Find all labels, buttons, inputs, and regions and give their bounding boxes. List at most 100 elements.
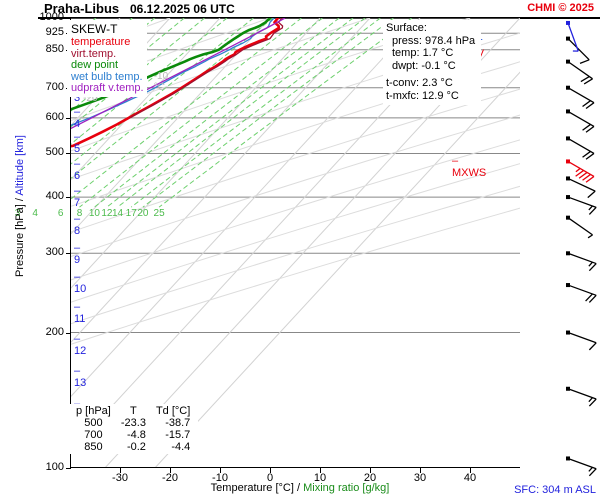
table-header-0: p [hPa] — [76, 405, 111, 417]
altitude-tick-4: –4 — [74, 105, 81, 130]
table-row: 850 -0.2 -4.4 — [71, 441, 195, 453]
wind-barb — [566, 109, 595, 133]
surface-temp: temp: 1.7 °C — [392, 47, 454, 59]
isotherm-label--10: -10 °C — [153, 70, 169, 93]
temperature-tick-20: 20 — [363, 472, 377, 484]
surface-title: Surface: — [386, 22, 427, 34]
level-data-table: p [hPa] T Td [°C] 500 -23.3 -38.7 700 -4.8 -15.… — [68, 404, 199, 454]
pressure-tickmark — [66, 18, 71, 19]
pressure-tick-600: 600 — [45, 110, 64, 123]
pressure-tick-925: 925 — [45, 26, 64, 39]
pressure-tickmark — [66, 468, 71, 469]
x-axis-sep: / — [293, 482, 304, 494]
wind-barb — [566, 176, 596, 199]
datetime-label: 06.12.2025 06 UTC — [130, 2, 235, 16]
table-header-1: T — [130, 405, 137, 417]
table-cell: -15.7 — [165, 429, 191, 441]
legend-item-dew-point: dew point — [71, 59, 119, 71]
legend-mode-label: SKEW-T — [71, 22, 118, 36]
wind-barb — [566, 20, 579, 52]
altitude-tick-11: –11 — [74, 301, 86, 326]
wind-barb — [566, 283, 597, 303]
altitude-tick-12: –12 — [74, 332, 87, 357]
pressure-tick-200: 200 — [45, 325, 64, 338]
temperature-tick-40: 40 — [463, 472, 477, 484]
temperature-tick-0: 0 — [266, 472, 274, 484]
temperature-tickmark — [420, 468, 421, 473]
mixing-ratio-label-17: 17 — [125, 208, 137, 220]
surface-dewpoint: dwpt: -0.1 °C — [392, 59, 456, 72]
isotherm-label--20: -20 — [83, 93, 98, 105]
wind-barb — [566, 456, 597, 477]
wind-barb-column — [566, 20, 597, 477]
table-row: 700 -4.8 -15.7 — [71, 429, 195, 441]
table-cell: -0.2 — [126, 441, 146, 453]
altitude-tick-9: –9 — [74, 241, 81, 266]
x-axis-temp-text: Temperature [°C] — [210, 482, 294, 494]
wind-barb — [566, 215, 593, 239]
temperature-tick--10: -10 — [212, 472, 228, 484]
pressure-tick-850: 850 — [45, 42, 64, 55]
table-cell: 700 — [84, 429, 103, 441]
altitude-tick-5: –5 — [74, 131, 81, 156]
table-header-row: p [hPa] T Td [°C] — [71, 405, 195, 417]
legend-item-temperature: temperature — [71, 36, 131, 48]
y-axis-sep: / — [14, 195, 26, 205]
mixing-ratio-label-25: 25 — [153, 208, 165, 220]
temperature-tickmark — [370, 468, 371, 473]
temperature-tick-10: 10 — [313, 472, 327, 484]
x-axis-mix-text: Mixing ratio [g/kg] — [303, 482, 390, 494]
table-cell: -38.7 — [165, 417, 191, 429]
surface-altitude-label: SFC: 304 m ASL — [514, 484, 596, 496]
mixing-ratio-label-8: 8 — [76, 208, 83, 220]
legend-item-wet-bulb: wet bulb temp. — [71, 70, 143, 83]
mxws-label: –MXWS — [452, 155, 487, 180]
wind-barb — [566, 251, 597, 272]
temperature-tick--30: -30 — [112, 472, 128, 484]
surface-pressure: press: 978.4 hPa — [392, 34, 476, 47]
table-cell: -4.4 — [171, 441, 191, 453]
mixing-ratio-label-4: 4 — [32, 208, 38, 220]
pressure-tickmark — [66, 117, 71, 119]
pressure-tickmark — [66, 253, 71, 255]
altitude-tick-7: –7 — [74, 184, 81, 209]
pressure-tick-700: 700 — [45, 80, 64, 93]
y-axis-title: Pressure [hPa] / Altitude [km] — [14, 126, 26, 286]
table-cell: 850 — [84, 441, 103, 453]
table-cell: -4.8 — [126, 429, 146, 441]
temperature-tickmark — [270, 468, 271, 473]
table-cell: -23.3 — [120, 417, 146, 429]
pressure-tick-300: 300 — [45, 246, 64, 259]
y-axis-altitude-text: Altitude [km] — [14, 135, 26, 196]
wind-barb — [566, 59, 593, 85]
station-title: Praha-Libus — [44, 1, 120, 16]
altitude-tick-8: –8 — [74, 212, 81, 237]
temperature-tick-30: 30 — [413, 472, 427, 484]
pressure-tick-400: 400 — [45, 190, 64, 203]
altitude-tick-10: –10 — [74, 271, 87, 295]
surface-t-conv: t-conv: 2.3 °C — [386, 77, 453, 89]
mixing-ratio-label-10: 10 — [88, 208, 100, 220]
mixing-ratio-label-2: 2 — [0, 208, 5, 219]
pressure-tick-1000: 1000 — [39, 11, 64, 23]
pressure-tickmark — [66, 197, 71, 199]
x-axis-title: Temperature [°C] / Mixing ratio [g/kg] — [150, 482, 450, 494]
wind-barb — [566, 36, 590, 64]
temperature-tickmark — [170, 468, 171, 473]
series-legend: SKEW-T temperature virt.temp. dew point … — [67, 20, 147, 97]
mixing-ratio-label-12: 12 — [101, 208, 113, 220]
temperature-tickmark — [220, 468, 221, 473]
copyright-label: CHMI © 2025 — [527, 2, 594, 14]
y-axis-pressure-text: Pressure [hPa] — [14, 204, 26, 277]
wind-barb — [566, 330, 597, 351]
wind-barb — [566, 136, 595, 160]
table-row: 500 -23.3 -38.7 — [71, 417, 195, 429]
wind-barb — [566, 159, 595, 183]
altitude-tick-13: –13 — [74, 364, 87, 389]
altitude-tick-6: –6 — [74, 157, 81, 182]
surface-info-panel: Surface: press: 978.4 hPa temp: 1.7 °C d… — [383, 20, 482, 105]
mixing-ratio-label-3: 3 — [14, 208, 21, 220]
legend-item-updraft-v-temp: udpraft v.temp. — [71, 82, 144, 94]
temperature-tick--20: -20 — [162, 472, 178, 484]
